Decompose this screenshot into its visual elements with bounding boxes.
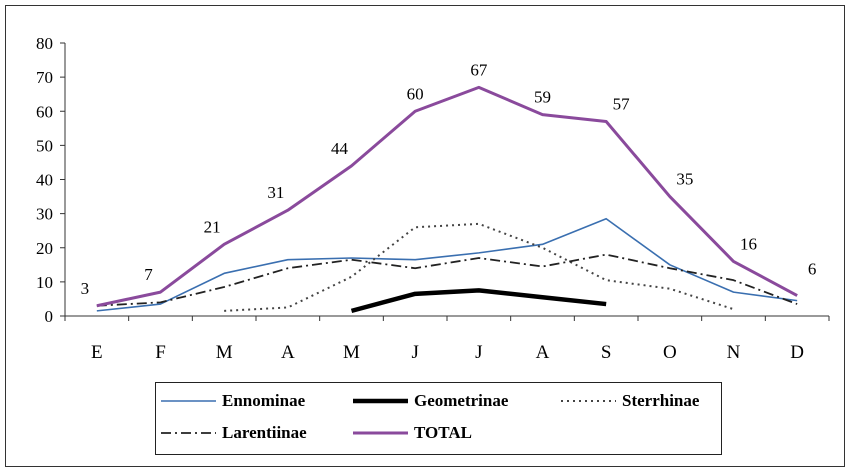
legend-swatch: [353, 431, 408, 435]
data-label: 57: [613, 94, 631, 113]
data-label: 59: [534, 88, 551, 107]
legend-label: Sterrhinae: [622, 391, 700, 410]
data-label: 7: [144, 265, 153, 284]
y-tick-label: 20: [36, 239, 53, 258]
y-tick-label: 30: [36, 205, 53, 224]
x-tick-label: J: [411, 342, 418, 363]
data-label: 60: [407, 84, 424, 103]
legend-label: Larentiinae: [222, 423, 307, 442]
x-tick-label: O: [663, 342, 677, 363]
data-label: 44: [331, 139, 349, 158]
data-label: 3: [81, 279, 90, 298]
series-line-ennominae: [96, 217, 798, 312]
legend-item: TOTAL: [353, 423, 472, 443]
data-label: 16: [740, 234, 757, 253]
x-tick-label: D: [790, 342, 804, 363]
x-tick-label: N: [727, 342, 741, 363]
legend-swatch: [353, 398, 408, 404]
legend-item: Larentiinae: [161, 423, 307, 443]
series-line-geometrinae: [350, 288, 607, 314]
chart-frame: [5, 5, 845, 467]
data-label: 21: [204, 217, 221, 236]
y-tick-label: 10: [36, 273, 53, 292]
y-tick-label: 60: [36, 102, 53, 121]
legend-swatch: [161, 432, 216, 434]
x-tick-label: M: [343, 342, 360, 363]
legend-item: Ennominae: [161, 391, 305, 411]
x-tick-label: A: [281, 342, 295, 363]
y-tick-label: 0: [45, 307, 54, 326]
data-label: 35: [676, 170, 693, 189]
data-label: 6: [808, 260, 817, 279]
legend-item: Sterrhinae: [561, 391, 699, 411]
series-line-total: [96, 85, 798, 308]
y-tick-label: 50: [36, 136, 53, 155]
y-tick-label: 80: [36, 34, 53, 53]
legend-label: TOTAL: [414, 423, 472, 442]
x-tick-label: J: [475, 342, 482, 363]
y-tick-label: 70: [36, 68, 53, 87]
data-label: 31: [267, 183, 284, 202]
legend-label: Ennominae: [222, 391, 306, 410]
legend-label: Geometrinae: [414, 391, 509, 410]
data-label: 67: [470, 60, 488, 79]
y-tick-label: 40: [36, 171, 53, 190]
x-tick-label: F: [155, 342, 166, 363]
legend: Ennominae Geometrinae Sterrhinae Larentiina…: [155, 382, 722, 455]
x-tick-label: E: [91, 342, 103, 363]
legend-swatch: [161, 400, 216, 402]
legend-swatch: [561, 400, 616, 402]
legend-item: Geometrinae: [353, 391, 508, 411]
x-tick-label: A: [536, 342, 550, 363]
x-tick-label: S: [601, 342, 612, 363]
x-tick-label: M: [216, 342, 233, 363]
